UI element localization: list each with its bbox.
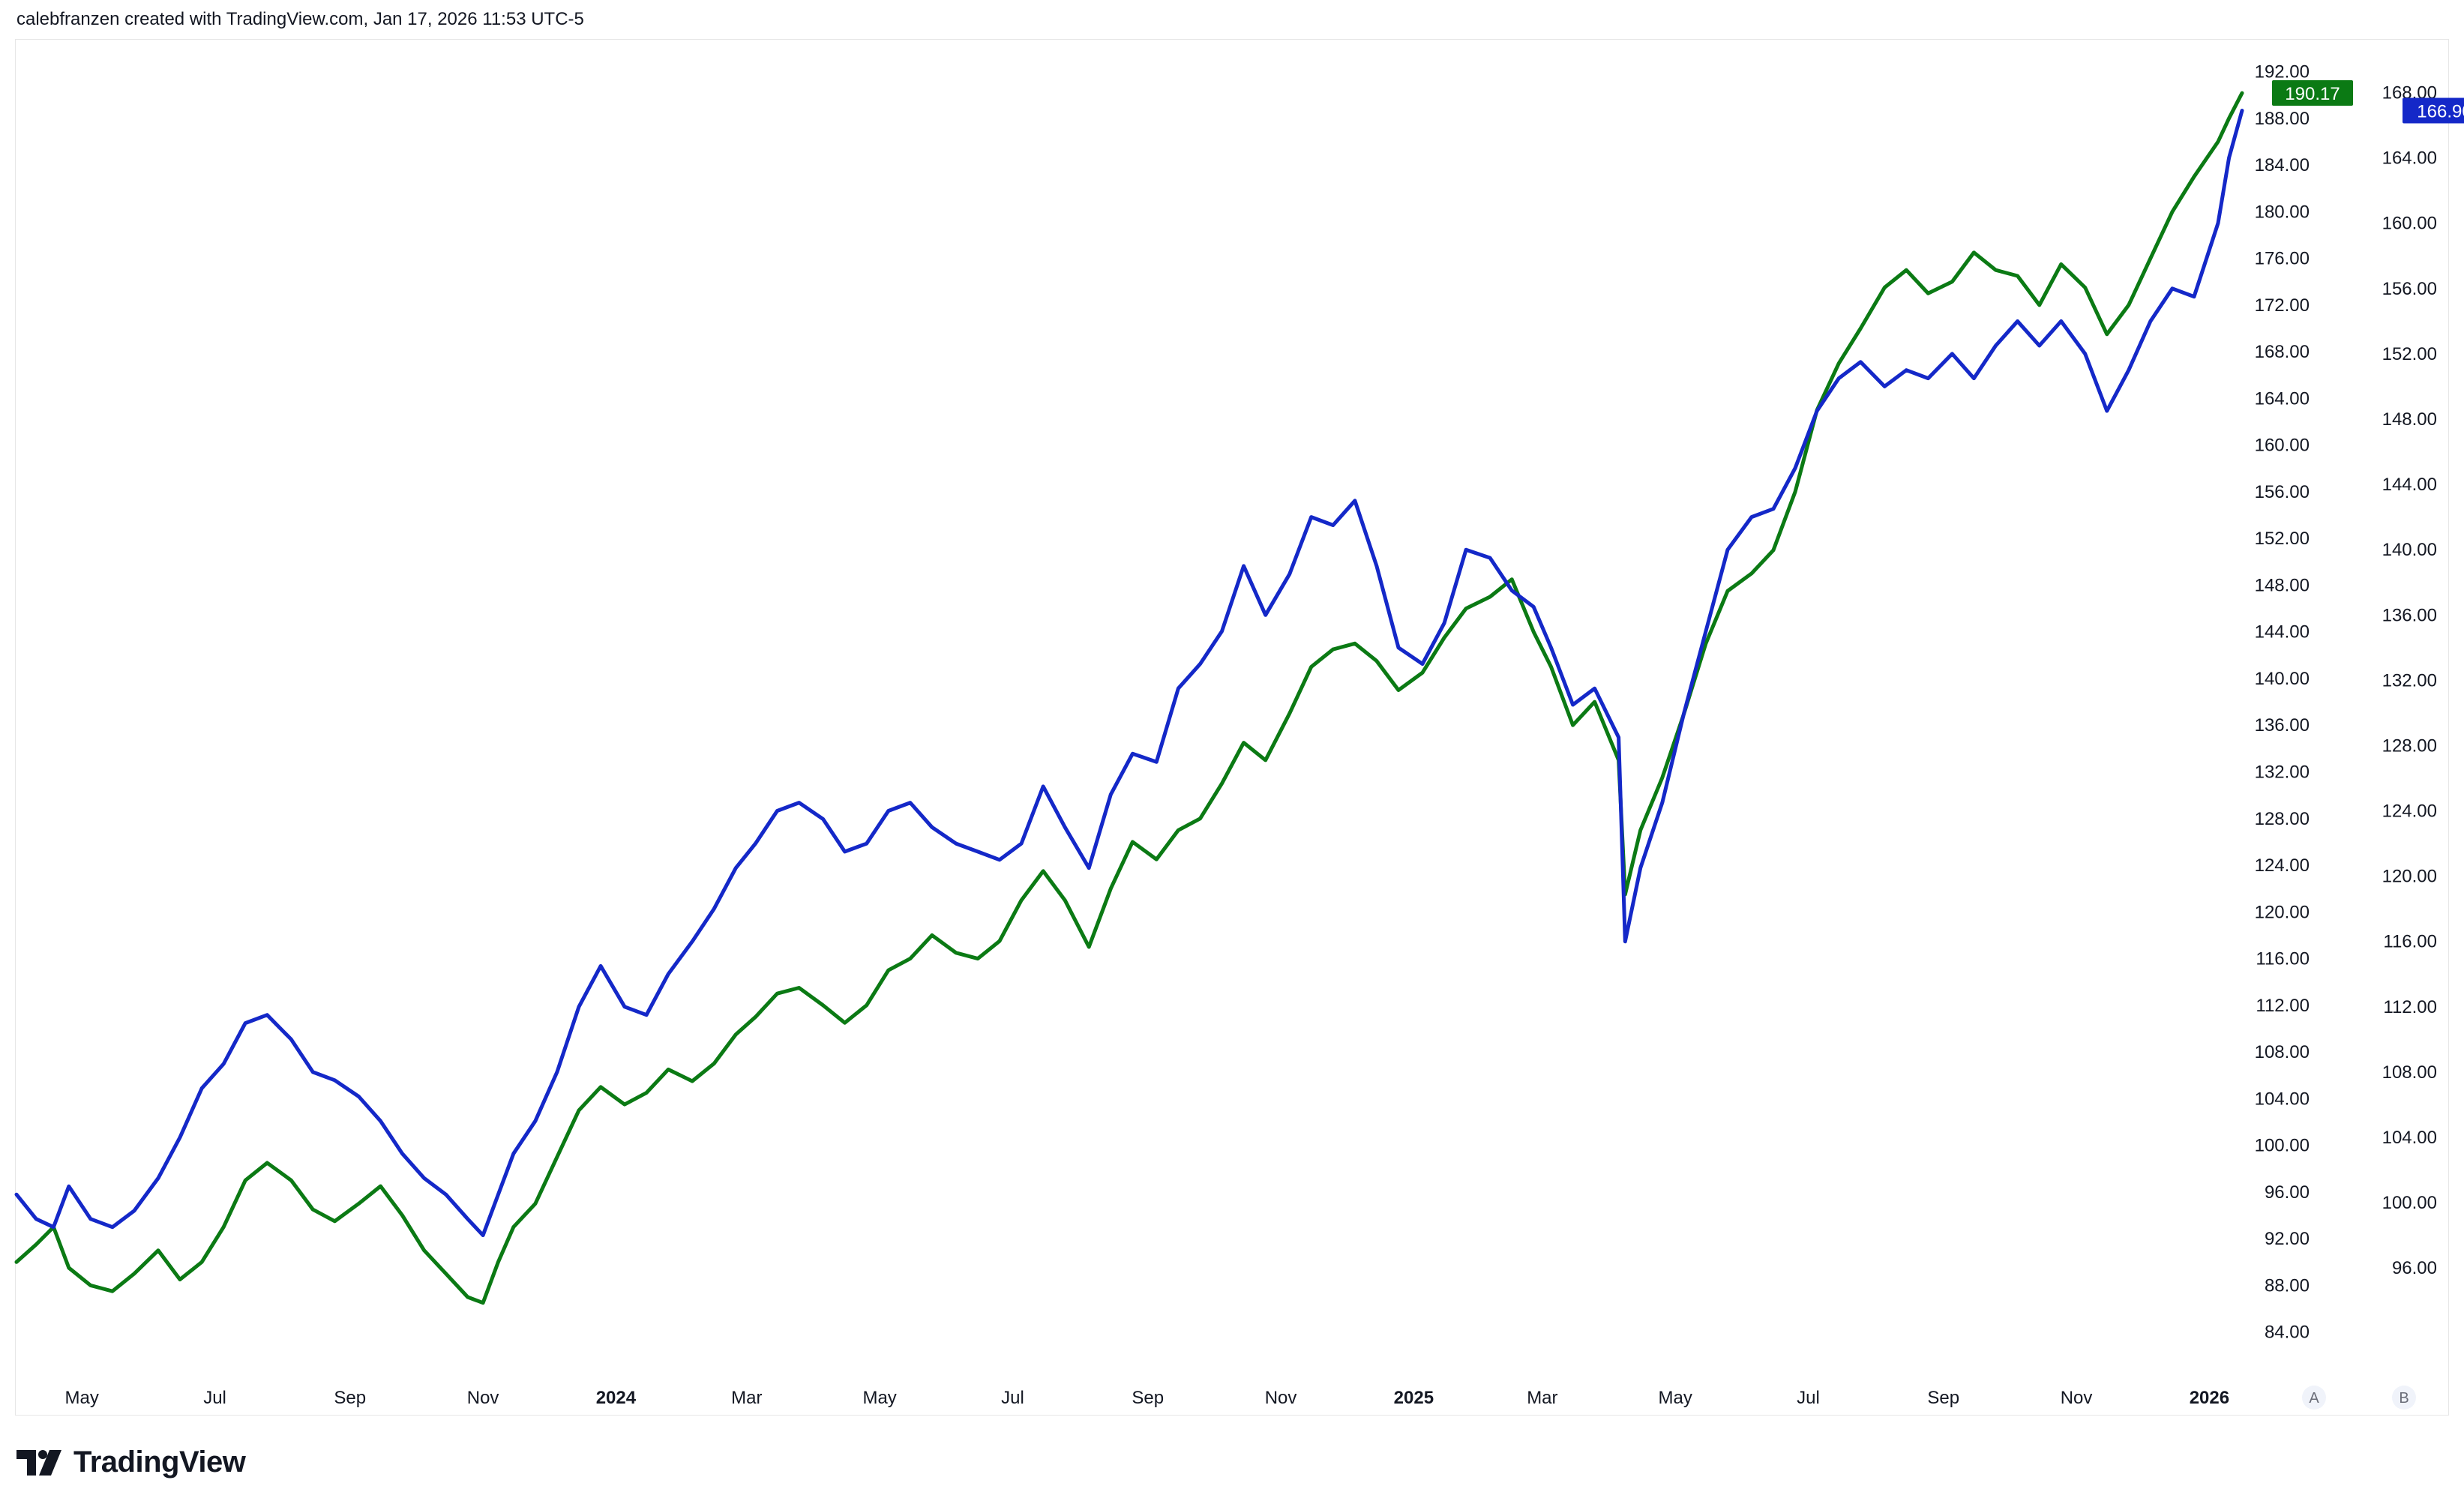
left-scale-tick: 156.00 (2255, 482, 2310, 502)
last-value-tag-bg (2403, 97, 2464, 124)
left-scale-tick: 160.00 (2255, 436, 2310, 456)
time-scale-label: 2025 (1394, 1388, 1434, 1408)
left-scale-tick: 180.00 (2255, 202, 2310, 222)
left-scale-tick: 116.00 (2256, 949, 2310, 969)
last-value-tag-label: 166.90 (2417, 101, 2464, 121)
right-scale-tick: 160.00 (2382, 214, 2437, 234)
line-chart[interactable]: 192.00 188.00 184.00 180.00 176.00 172.00 168.… (0, 0, 2464, 1425)
time-scale-label: Nov (2061, 1388, 2093, 1408)
left-scale-tick: 140.00 (2255, 669, 2310, 689)
right-scale-tick: 140.00 (2382, 540, 2437, 560)
scale-button-right[interactable]: B (2392, 1386, 2416, 1410)
tradingview-logo[interactable]: TradingView (16, 1446, 246, 1479)
right-scale-tick: 156.00 (2382, 279, 2437, 299)
time-scale-label: 2024 (596, 1388, 637, 1408)
left-scale-tick: 192.00 (2255, 62, 2310, 82)
right-scale-tick: 124.00 (2382, 801, 2437, 822)
right-scale-tick: 152.00 (2382, 344, 2437, 364)
right-price-scale: 168.00164.00160.00156.00152.00148.00144.… (2382, 83, 2437, 1279)
time-scale-label: Sep (1132, 1388, 1164, 1408)
left-scale-tick: 96.00 (2265, 1182, 2310, 1203)
scale-button-label: A (2309, 1390, 2319, 1407)
left-scale-tick: 128.00 (2255, 809, 2310, 829)
left-scale-tick: 136.00 (2255, 715, 2310, 736)
right-scale-tick: 128.00 (2382, 736, 2437, 756)
scale-button-label: B (2399, 1390, 2409, 1407)
right-scale-tick: 144.00 (2382, 475, 2437, 495)
time-scale-label: Nov (467, 1388, 499, 1408)
time-scale-label: Jul (1797, 1388, 1820, 1408)
last-value-tags: 190.17 166.90 (2272, 80, 2464, 124)
time-scale-label: May (1659, 1388, 1692, 1408)
left-scale-tick: 112.00 (2256, 996, 2310, 1016)
left-scale-tick: 144.00 (2255, 622, 2310, 643)
right-scale-tick: 112.00 (2383, 997, 2437, 1017)
tradingview-logo-icon (16, 1449, 61, 1476)
left-scale-tick: 84.00 (2265, 1323, 2310, 1343)
left-scale-tick: 152.00 (2255, 529, 2310, 549)
left-scale-tick: 148.00 (2255, 575, 2310, 595)
series-lines (14, 91, 2244, 1305)
right-scale-tick: 132.00 (2382, 670, 2437, 691)
chart-attribution: calebfranzen created with TradingView.co… (16, 9, 584, 29)
left-scale-tick: 100.00 (2255, 1136, 2310, 1156)
scale-button-bg (2392, 1386, 2416, 1410)
left-scale-tick: 108.00 (2255, 1042, 2310, 1062)
chart-frame[interactable] (15, 39, 2449, 1416)
time-scale-label: Sep (334, 1388, 366, 1408)
left-scale-tick: 184.00 (2255, 155, 2310, 175)
right-scale-tick: 148.00 (2382, 409, 2437, 430)
right-scale-tick: 100.00 (2382, 1193, 2437, 1213)
left-scale-tick: 124.00 (2255, 855, 2310, 876)
left-scale-tick: 164.00 (2255, 388, 2310, 409)
right-scale-tick: 108.00 (2382, 1062, 2437, 1083)
time-scale: May Jul Sep Nov 2024 Mar May Jul Sep Nov 2025 Mar Ma… (65, 1388, 2230, 1408)
tradingview-wordmark: TradingView (73, 1446, 246, 1479)
left-scale-tick: 132.00 (2255, 762, 2310, 783)
last-value-tag-bg (2272, 80, 2353, 106)
left-scale-tick: 188.00 (2255, 109, 2310, 129)
time-scale-label: May (862, 1388, 896, 1408)
scale-button-left[interactable]: A (2302, 1386, 2326, 1410)
right-scale-tick: 136.00 (2382, 605, 2437, 625)
time-scale-label: Mar (1527, 1388, 1557, 1408)
left-price-scale: 192.00 188.00 184.00 180.00 176.00 172.00 168.… (2255, 62, 2310, 1343)
left-scale-tick: 120.00 (2255, 902, 2310, 922)
series-line-1[interactable] (14, 109, 2244, 1238)
right-scale-tick: 120.00 (2382, 867, 2437, 887)
time-scale-label: Nov (1265, 1388, 1297, 1408)
left-scale-tick: 168.00 (2255, 342, 2310, 362)
time-scale-label: Jul (1001, 1388, 1024, 1408)
right-scale-tick: 96.00 (2392, 1258, 2437, 1278)
left-scale-tick: 104.00 (2255, 1089, 2310, 1109)
time-scale-label: Sep (1927, 1388, 1959, 1408)
right-scale-tick: 104.00 (2382, 1128, 2437, 1148)
left-scale-tick: 172.00 (2255, 295, 2310, 316)
right-scale-tick: 116.00 (2383, 932, 2437, 952)
series-line-0[interactable] (14, 91, 2244, 1305)
last-value-tag-label: 190.17 (2285, 84, 2340, 104)
time-scale-label: May (65, 1388, 99, 1408)
time-scale-label: Jul (203, 1388, 226, 1408)
time-scale-label: Mar (731, 1388, 762, 1408)
left-scale-tick: 176.00 (2255, 249, 2310, 269)
left-scale-tick: 92.00 (2265, 1229, 2310, 1249)
time-scale-label: 2026 (2190, 1388, 2229, 1408)
left-scale-tick: 88.00 (2265, 1275, 2310, 1296)
scale-button-bg (2302, 1386, 2326, 1410)
right-scale-tick: 164.00 (2382, 148, 2437, 169)
